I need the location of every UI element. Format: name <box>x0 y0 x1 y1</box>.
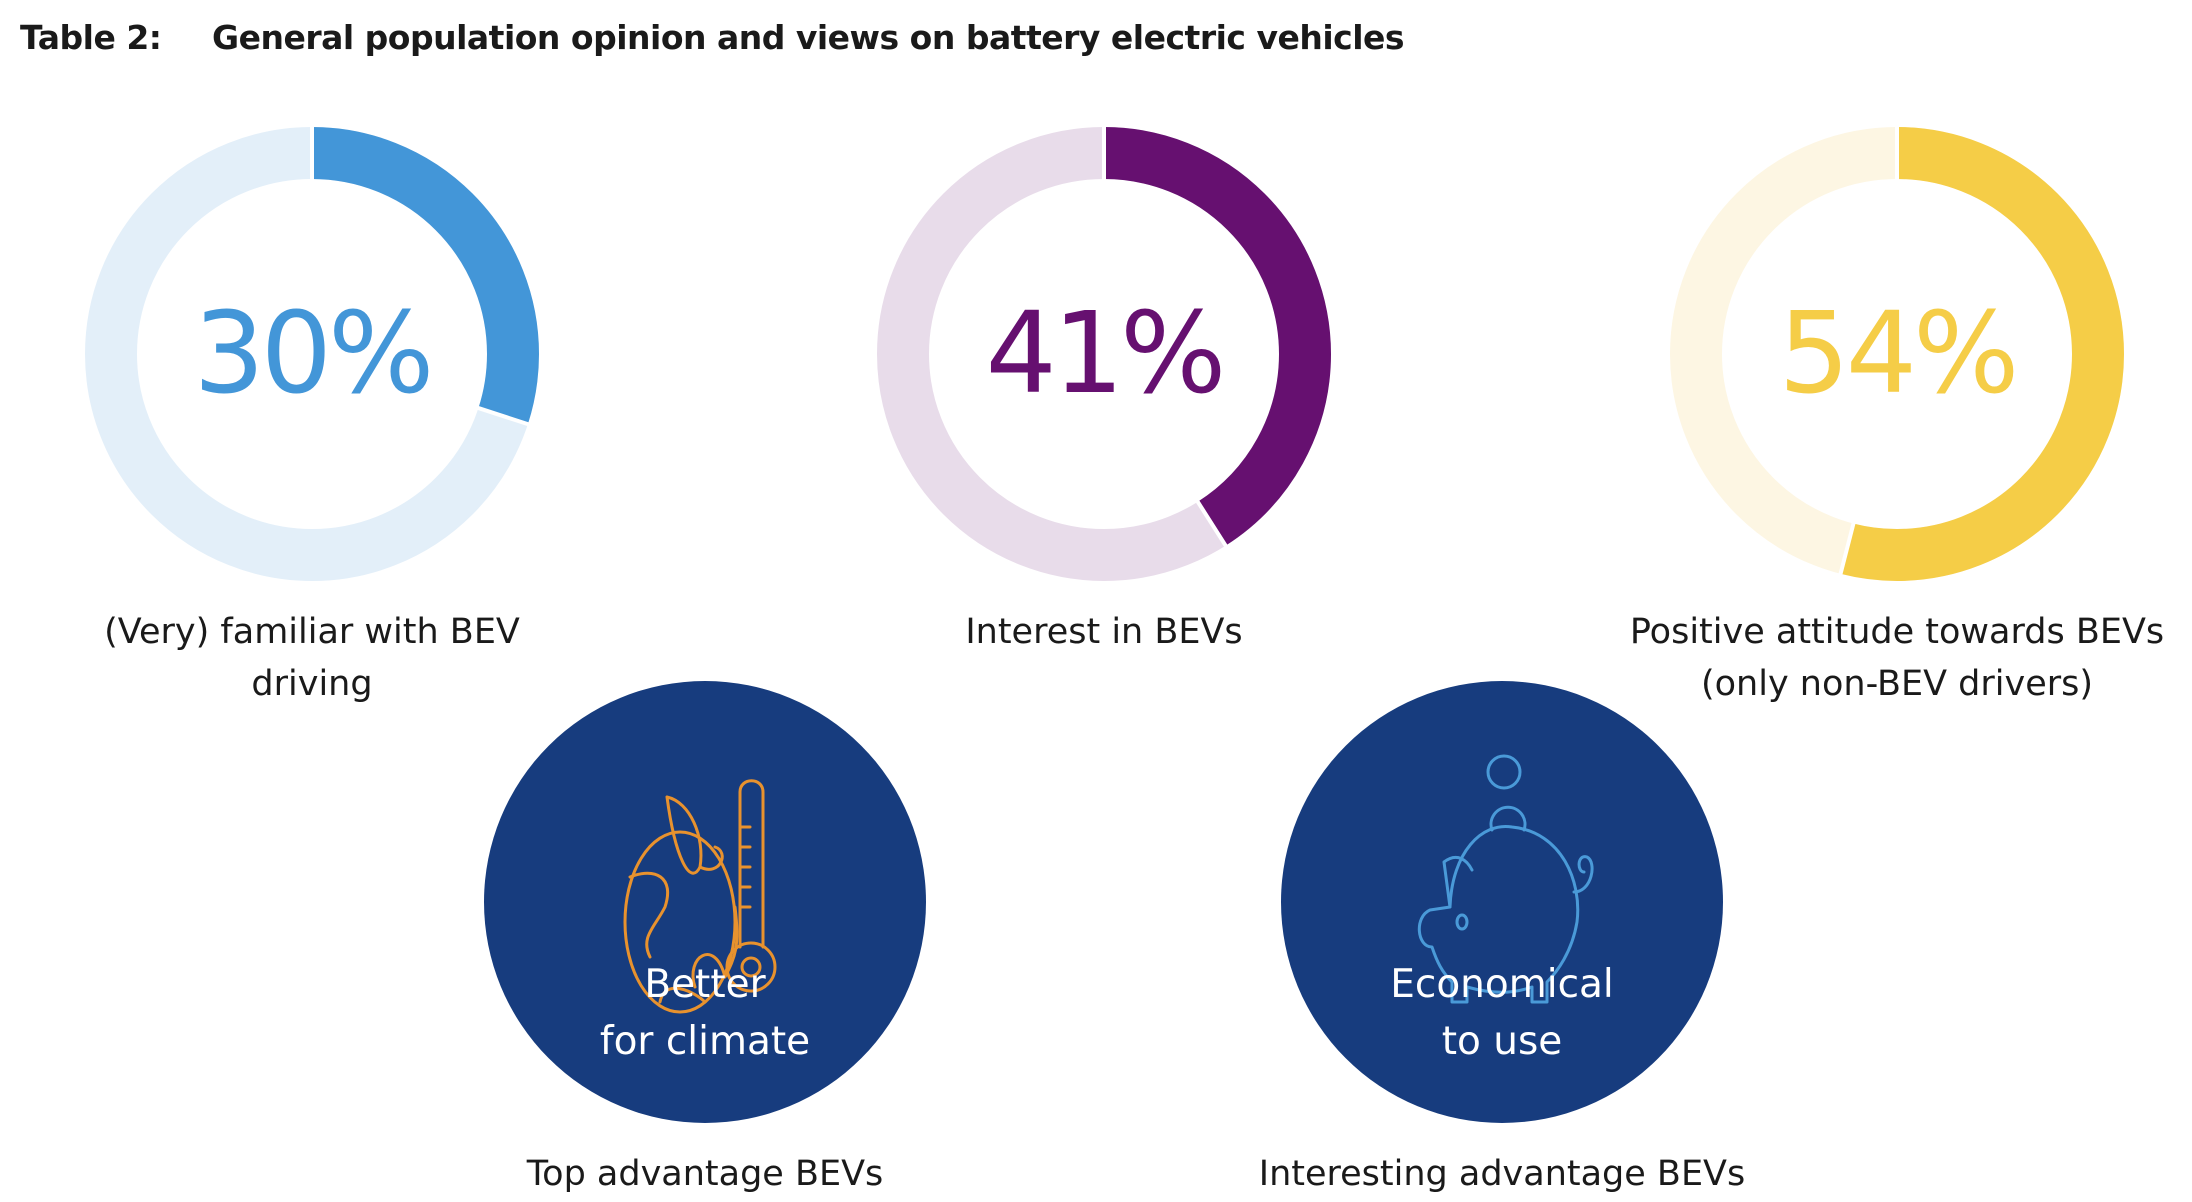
caption-line: driving <box>251 664 373 704</box>
caption-line: (only non-BEV drivers) <box>1700 664 2094 704</box>
donut-separator <box>1838 521 1856 577</box>
advantage-text-line: for climate <box>600 1019 810 1064</box>
advantage-circle-bg <box>484 681 926 1123</box>
caption-line: Positive attitude towards BEVs <box>1629 612 2165 652</box>
donut-separator <box>475 405 531 427</box>
advantage-circle-bg <box>1281 681 1723 1123</box>
advantage-text-line: Better <box>644 962 766 1007</box>
table-title: Table 2: General population opinion and v… <box>20 18 1405 57</box>
donut-caption-positive: Positive attitude towards BEVs (only non-… <box>1547 606 2192 710</box>
donut-percent-label: 30% <box>194 289 431 419</box>
table-title-text: General population opinion and views on … <box>212 18 1405 57</box>
table-number: Table 2: <box>20 18 162 57</box>
caption-line: (Very) familiar with BEV <box>104 612 520 652</box>
donut-1: 30% <box>85 125 539 581</box>
donut-3: 54% <box>1670 125 2124 581</box>
donut-percent-label: 54% <box>1779 289 2016 419</box>
donut-caption-interest: Interest in BEVs <box>754 606 1454 658</box>
advantage-caption-top: Top advantage BEVs <box>526 1154 884 1194</box>
donut-separator <box>1195 498 1229 549</box>
advantage-text-line: Economical <box>1390 962 1614 1007</box>
donut-caption-familiar: (Very) familiar with BEV driving <box>0 606 662 710</box>
advantage-text-line: to use <box>1442 1019 1563 1064</box>
donut-percent-label: 41% <box>986 289 1223 419</box>
advantage-caption-interesting: Interesting advantage BEVs <box>1258 1154 1746 1194</box>
globe-thermometer-icon <box>623 779 777 1014</box>
advantage-circle-1: Better for climate <box>484 681 926 1123</box>
piggy-bank-icon <box>1417 754 1594 1004</box>
advantage-circle-2: Economical to use <box>1281 681 1723 1123</box>
caption-line: Interest in BEVs <box>965 612 1243 652</box>
donut-2: 41% <box>877 125 1331 581</box>
